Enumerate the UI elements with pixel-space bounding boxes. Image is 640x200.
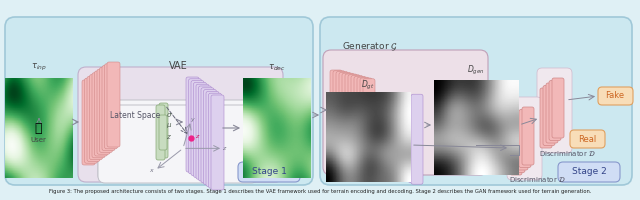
FancyBboxPatch shape [363,79,375,136]
FancyBboxPatch shape [399,99,411,177]
FancyBboxPatch shape [209,93,221,188]
FancyBboxPatch shape [507,97,542,180]
FancyBboxPatch shape [320,17,632,185]
FancyBboxPatch shape [510,117,522,175]
FancyBboxPatch shape [348,75,360,147]
FancyBboxPatch shape [193,82,207,177]
FancyBboxPatch shape [198,86,211,181]
FancyBboxPatch shape [516,112,528,170]
FancyBboxPatch shape [196,84,209,179]
FancyBboxPatch shape [354,76,366,142]
FancyBboxPatch shape [543,86,555,146]
Text: $z$: $z$ [166,133,172,141]
Text: $x$: $x$ [149,167,155,174]
Text: $D_{gen}$: $D_{gen}$ [467,64,484,77]
FancyBboxPatch shape [384,105,396,168]
FancyBboxPatch shape [336,72,348,156]
FancyBboxPatch shape [402,98,414,179]
Text: $\tau_{inp}$: $\tau_{inp}$ [31,62,47,73]
FancyBboxPatch shape [408,95,420,182]
Text: Latent Space: Latent Space [110,112,160,120]
Text: Fake: Fake [605,92,625,100]
FancyBboxPatch shape [396,100,408,175]
Text: Stage 2: Stage 2 [572,168,606,176]
FancyBboxPatch shape [104,64,118,149]
FancyBboxPatch shape [98,100,258,182]
FancyBboxPatch shape [238,162,300,182]
FancyBboxPatch shape [393,101,405,173]
Text: $\mu$: $\mu$ [166,120,172,130]
FancyBboxPatch shape [558,162,620,182]
FancyBboxPatch shape [405,97,417,181]
FancyBboxPatch shape [342,73,354,151]
FancyBboxPatch shape [552,78,564,138]
FancyBboxPatch shape [156,105,165,160]
FancyBboxPatch shape [537,68,572,153]
FancyBboxPatch shape [540,88,552,148]
FancyBboxPatch shape [211,95,224,190]
FancyBboxPatch shape [351,76,363,145]
FancyBboxPatch shape [519,110,531,168]
FancyBboxPatch shape [390,103,402,172]
FancyBboxPatch shape [95,71,108,156]
FancyBboxPatch shape [513,114,525,172]
Text: $y$: $y$ [190,116,196,124]
FancyBboxPatch shape [92,73,105,158]
FancyBboxPatch shape [186,77,199,172]
FancyBboxPatch shape [98,105,258,183]
FancyBboxPatch shape [357,77,369,140]
Text: $z$: $z$ [195,133,200,140]
FancyBboxPatch shape [107,62,120,147]
FancyBboxPatch shape [97,69,110,154]
FancyBboxPatch shape [204,90,216,185]
Text: 🧑: 🧑 [35,121,42,134]
FancyBboxPatch shape [522,107,534,165]
FancyBboxPatch shape [84,78,97,163]
FancyBboxPatch shape [546,83,558,143]
FancyBboxPatch shape [78,67,283,182]
Text: $\tau_{dec}$: $\tau_{dec}$ [268,62,286,73]
FancyBboxPatch shape [330,70,342,160]
FancyBboxPatch shape [323,50,488,175]
FancyBboxPatch shape [102,66,115,151]
Text: $D_{gt}$: $D_{gt}$ [361,79,375,92]
FancyBboxPatch shape [360,78,372,138]
FancyBboxPatch shape [90,75,102,160]
Text: Discriminator $\mathcal{D}$: Discriminator $\mathcal{D}$ [509,176,565,184]
FancyBboxPatch shape [87,76,100,161]
FancyBboxPatch shape [206,91,219,186]
FancyBboxPatch shape [339,72,351,153]
FancyBboxPatch shape [191,81,204,176]
FancyBboxPatch shape [99,67,113,152]
Text: Real: Real [578,134,596,144]
Text: $z$: $z$ [222,145,228,152]
FancyBboxPatch shape [333,71,345,158]
Text: Stage 1: Stage 1 [252,168,287,176]
Text: Figure 3: The proposed architecture consists of two stages. Stage 1 describes th: Figure 3: The proposed architecture cons… [49,190,591,194]
Text: Discriminator $\mathcal{D}$: Discriminator $\mathcal{D}$ [539,148,595,158]
FancyBboxPatch shape [570,130,605,148]
FancyBboxPatch shape [159,103,168,158]
Text: VAE: VAE [168,61,188,71]
FancyBboxPatch shape [549,80,561,140]
FancyBboxPatch shape [598,87,633,105]
Text: Generator $\mathcal{G}$: Generator $\mathcal{G}$ [342,41,398,53]
FancyBboxPatch shape [411,94,423,184]
FancyBboxPatch shape [387,104,399,170]
FancyBboxPatch shape [102,102,257,182]
FancyBboxPatch shape [201,88,214,183]
FancyBboxPatch shape [189,79,202,174]
FancyBboxPatch shape [5,17,313,185]
FancyBboxPatch shape [82,80,95,165]
Text: User: User [30,137,46,143]
FancyBboxPatch shape [345,74,357,149]
Text: $\sigma$: $\sigma$ [166,111,173,119]
FancyBboxPatch shape [159,115,167,150]
